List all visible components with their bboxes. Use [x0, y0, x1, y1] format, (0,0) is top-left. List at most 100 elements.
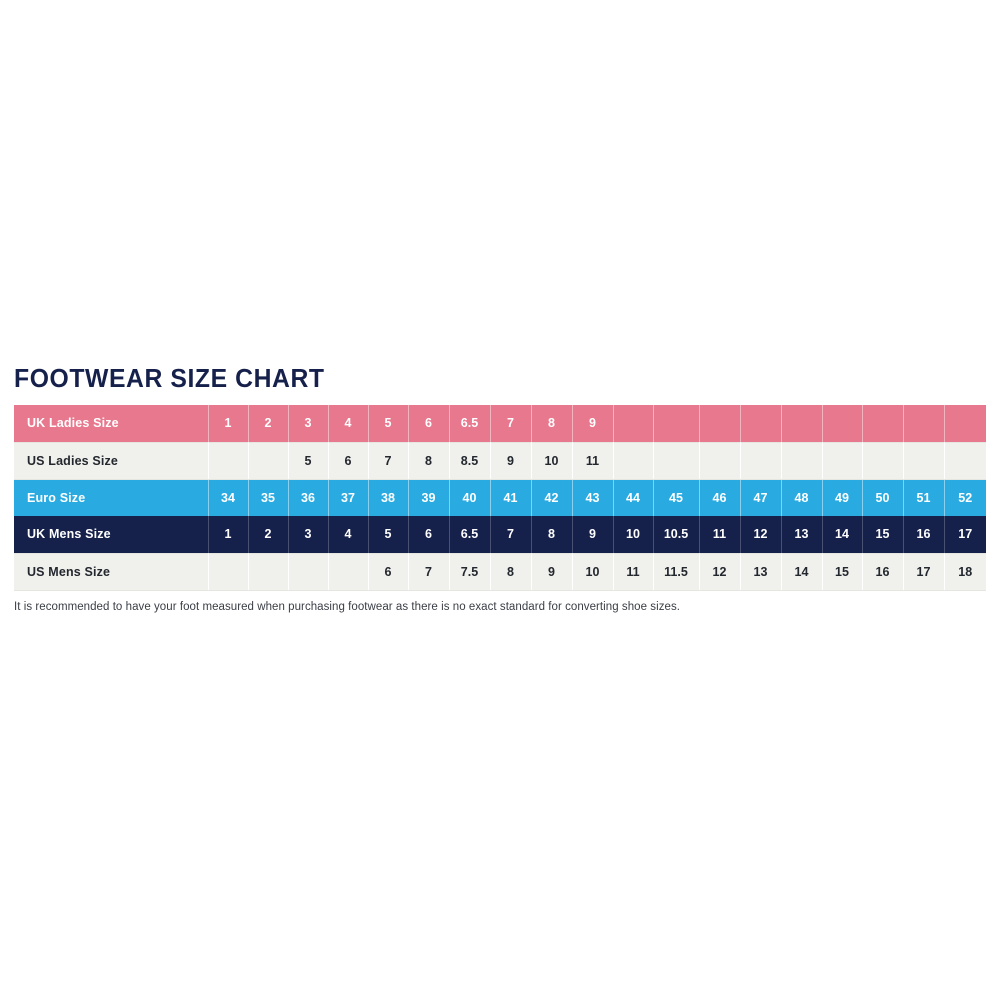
size-cell [328, 552, 369, 591]
size-cell: 38 [368, 479, 409, 516]
size-cell [781, 405, 823, 442]
size-cell: 44 [613, 479, 654, 516]
footwear-size-table: UK Ladies Size 1 2 3 4 5 6 6.5 7 8 9 US Ladies Size… [14, 405, 986, 591]
size-cell: 1 [208, 516, 249, 553]
size-cell: 11 [572, 441, 614, 480]
size-cell: 3 [288, 405, 329, 442]
size-cell: 35 [248, 479, 289, 516]
size-cell: 52 [944, 479, 986, 516]
size-cell [613, 441, 654, 480]
size-cell: 37 [328, 479, 369, 516]
size-cell: 45 [653, 479, 700, 516]
size-cell: 7 [490, 516, 532, 553]
size-cell: 11 [613, 552, 654, 591]
size-cell [862, 441, 904, 480]
size-cell: 9 [531, 552, 573, 591]
size-cell: 47 [740, 479, 782, 516]
size-cell: 49 [822, 479, 863, 516]
size-cell [613, 405, 654, 442]
size-cell: 8.5 [449, 441, 491, 480]
size-cell [699, 441, 741, 480]
size-cell [903, 441, 945, 480]
size-cell: 13 [781, 516, 823, 553]
size-cell: 8 [531, 405, 573, 442]
size-cell: 40 [449, 479, 491, 516]
table-row: UK Mens Size 1 2 3 4 5 6 6.5 7 8 9 10 10.5 11 12 13 14 15… [14, 516, 986, 553]
size-cell: 8 [531, 516, 573, 553]
size-cell [653, 441, 700, 480]
size-cell: 42 [531, 479, 573, 516]
size-cell: 4 [328, 405, 369, 442]
size-cell: 8 [408, 441, 450, 480]
size-cell: 16 [903, 516, 945, 553]
size-cell [781, 441, 823, 480]
size-cell: 10 [613, 516, 654, 553]
size-cell [288, 552, 329, 591]
size-cell: 13 [740, 552, 782, 591]
size-cell: 10 [572, 552, 614, 591]
size-cell: 3 [288, 516, 329, 553]
size-cell [944, 441, 986, 480]
size-cell: 7.5 [449, 552, 491, 591]
size-cell [653, 405, 700, 442]
size-cell: 18 [944, 552, 986, 591]
size-cell: 50 [862, 479, 904, 516]
size-cell: 6 [328, 441, 369, 480]
size-cell: 7 [368, 441, 409, 480]
footwear-size-chart-block: FOOTWEAR SIZE CHART UK Ladies Size 1 2 3 4 5 6… [14, 364, 986, 615]
size-cell [862, 405, 904, 442]
size-cell: 34 [208, 479, 249, 516]
size-cell: 14 [822, 516, 863, 553]
row-label-euro-size: Euro Size [14, 479, 209, 516]
size-cell [740, 441, 782, 480]
row-label-uk-mens-size: UK Mens Size [14, 516, 209, 553]
size-cell [208, 552, 249, 591]
size-cell: 11 [699, 516, 741, 553]
size-cell: 5 [368, 405, 409, 442]
size-cell: 51 [903, 479, 945, 516]
size-cell: 14 [781, 552, 823, 591]
size-cell: 6 [408, 516, 450, 553]
size-cell: 9 [490, 441, 532, 480]
size-cell [699, 405, 741, 442]
size-cell: 39 [408, 479, 450, 516]
size-cell: 15 [822, 552, 863, 591]
size-cell [740, 405, 782, 442]
size-cell [822, 441, 863, 480]
size-cell: 6 [408, 405, 450, 442]
footnote-text: It is recommended to have your foot meas… [14, 600, 680, 613]
size-cell [208, 441, 249, 480]
size-cell [248, 552, 289, 591]
size-cell: 2 [248, 516, 289, 553]
size-cell: 2 [248, 405, 289, 442]
size-cell: 6.5 [449, 516, 491, 553]
size-cell: 43 [572, 479, 614, 516]
table-row: UK Ladies Size 1 2 3 4 5 6 6.5 7 8 9 [14, 405, 986, 442]
size-cell: 12 [740, 516, 782, 553]
size-cell: 7 [408, 552, 450, 591]
size-cell: 12 [699, 552, 741, 591]
size-cell: 10 [531, 441, 573, 480]
size-cell: 17 [903, 552, 945, 591]
size-cell [903, 405, 945, 442]
size-cell: 1 [208, 405, 249, 442]
size-cell: 46 [699, 479, 741, 516]
size-cell [944, 405, 986, 442]
size-cell: 10.5 [653, 516, 700, 553]
size-cell: 8 [490, 552, 532, 591]
row-label-uk-ladies-size: UK Ladies Size [14, 405, 209, 442]
row-label-us-ladies-size: US Ladies Size [14, 441, 209, 480]
size-cell: 9 [572, 516, 614, 553]
size-cell [248, 441, 289, 480]
size-cell: 16 [862, 552, 904, 591]
size-cell: 17 [944, 516, 986, 553]
size-cell: 15 [862, 516, 904, 553]
row-label-us-mens-size: US Mens Size [14, 552, 209, 591]
size-cell: 41 [490, 479, 532, 516]
size-cell: 4 [328, 516, 369, 553]
size-cell: 5 [368, 516, 409, 553]
table-row: US Ladies Size 5 6 7 8 8.5 9 10 11 [14, 441, 986, 480]
size-cell: 36 [288, 479, 329, 516]
size-cell: 5 [288, 441, 329, 480]
